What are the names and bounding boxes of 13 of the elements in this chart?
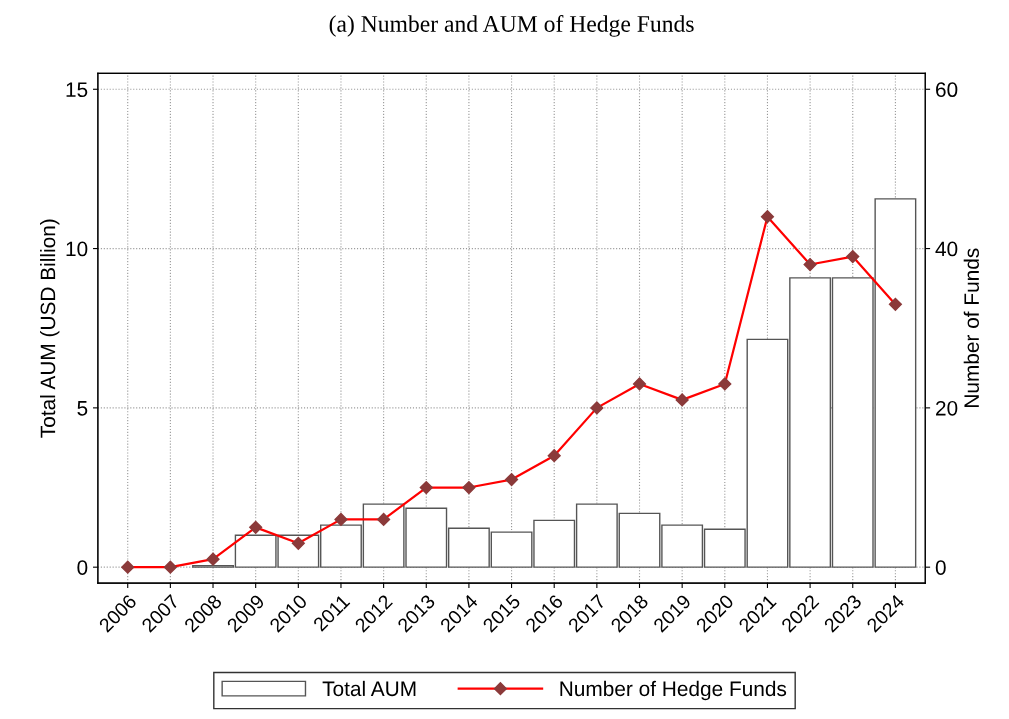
- y2-tick-label: 20: [936, 400, 958, 416]
- y2-tick-label: 0: [935, 560, 946, 575]
- chart-title: (a) Number and AUM of Hedge Funds: [329, 15, 694, 37]
- y-tick-label: 0: [77, 560, 88, 575]
- y-tick-label: 15: [66, 82, 88, 98]
- legend-label: Number of Hedge Funds: [560, 680, 787, 701]
- y2-axis-title: Number of Funds: [963, 248, 979, 407]
- y2-tick-label: 40: [935, 241, 958, 257]
- y-axis-title: Total AUM (USD Billion): [40, 219, 60, 438]
- y-tick-label: 5: [77, 401, 88, 416]
- y-tick-label: 10: [66, 241, 88, 257]
- y2-tick-label: 60: [936, 82, 958, 98]
- legend-label: Total AUM: [322, 680, 416, 697]
